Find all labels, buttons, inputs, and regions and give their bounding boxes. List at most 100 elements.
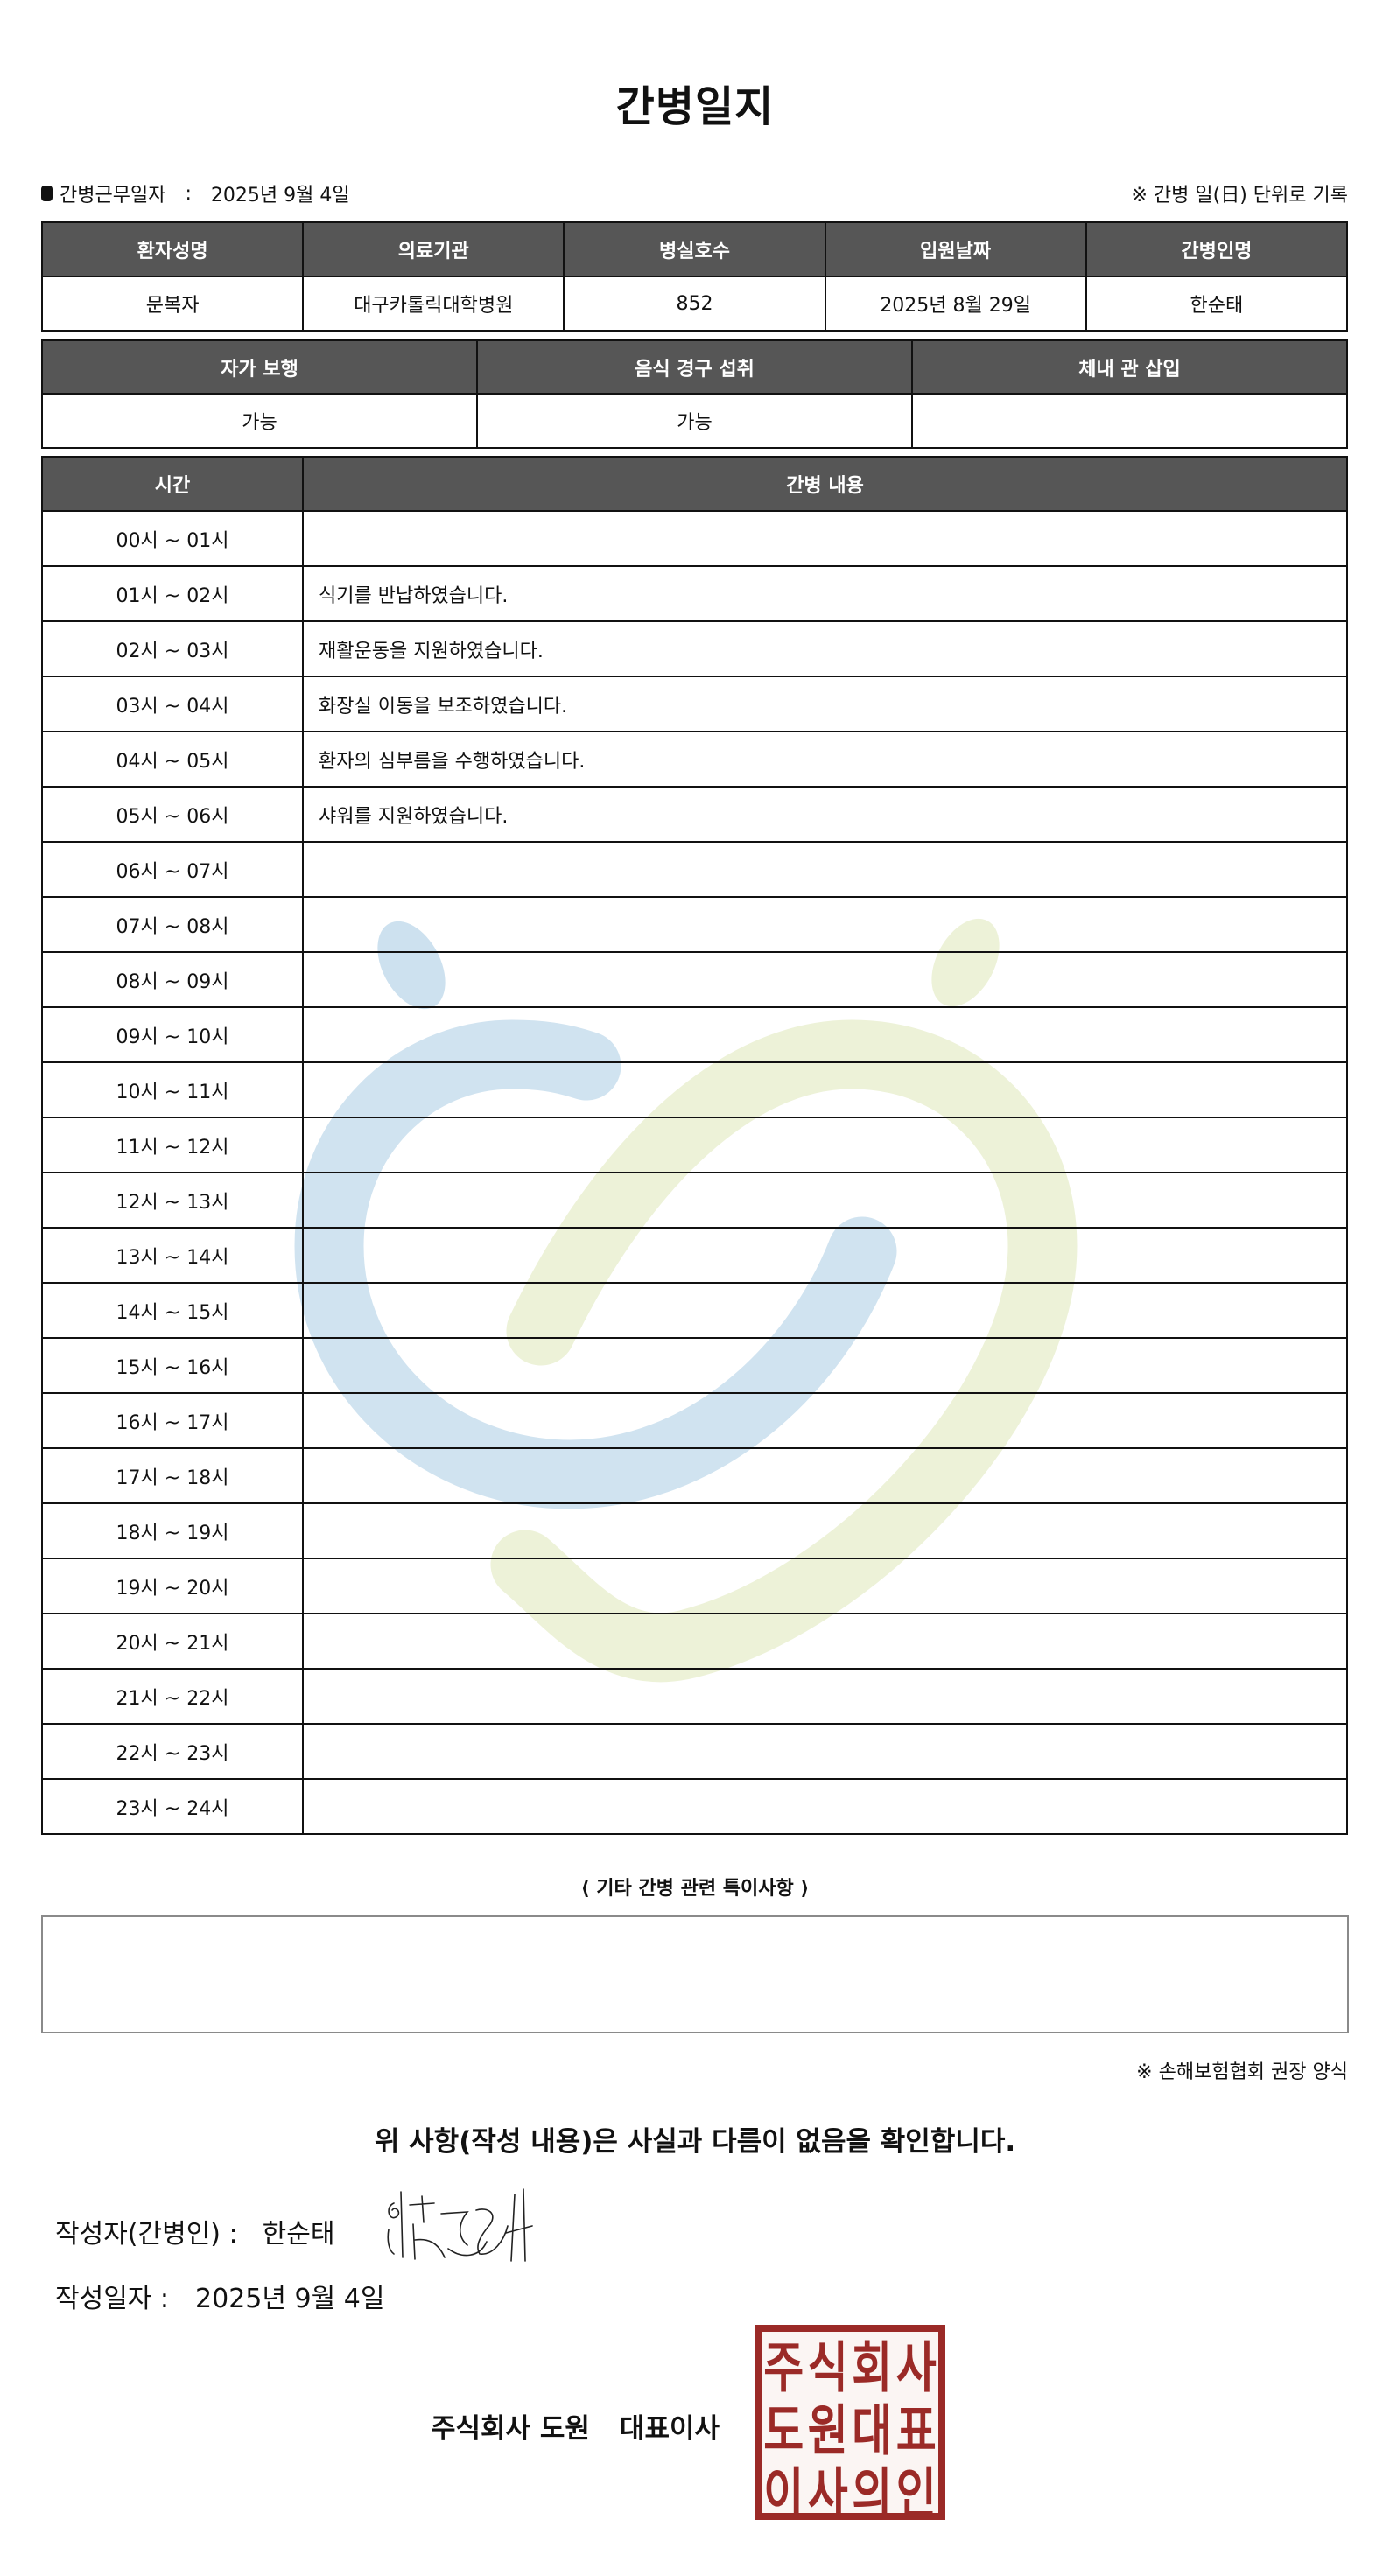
special-notes-label: ⟨ 기타 간병 관련 특이사항 ⟩ — [580, 1878, 810, 1900]
care-content — [302, 1613, 1348, 1670]
time-slot: 17시 ~ 18시 — [41, 1447, 304, 1504]
seal-char: 사 — [807, 2461, 848, 2526]
header-caregiver-name: 간병인명 — [1085, 221, 1349, 277]
time-slot: 13시 ~ 14시 — [41, 1227, 304, 1284]
oral-intake: 가능 — [476, 393, 913, 449]
bullet-icon — [41, 186, 53, 201]
care-content — [302, 1337, 1348, 1394]
log-row: 05시 ~ 06시 샤워를 지원하였습니다. — [41, 786, 1348, 843]
care-content — [302, 1227, 1348, 1284]
time-slot: 05시 ~ 06시 — [41, 786, 304, 843]
special-notes-box — [41, 1915, 1349, 2034]
work-date-line: 간병근무일자 : 2025년 9월 4일 — [41, 179, 350, 207]
care-content — [302, 1282, 1348, 1339]
record-unit-note: ※ 간병 일(日) 단위로 기록 — [1131, 185, 1349, 206]
log-row: 00시 ~ 01시 — [41, 510, 1348, 567]
header-admission-date: 입원날짜 — [824, 221, 1087, 277]
care-content — [302, 951, 1348, 1008]
time-slot: 06시 ~ 07시 — [41, 841, 304, 898]
written-date-label: 작성일자 : — [55, 2284, 170, 2314]
log-row: 13시 ~ 14시 — [41, 1227, 1348, 1284]
time-slot: 07시 ~ 08시 — [41, 896, 304, 953]
seal-char: 인 — [895, 2461, 937, 2526]
page-title: 간병일지 — [615, 82, 775, 131]
time-slot: 01시 ~ 02시 — [41, 565, 304, 622]
header-room-number: 병실호수 — [563, 221, 826, 277]
care-content — [302, 1668, 1348, 1725]
patient-name: 문복자 — [40, 276, 305, 332]
log-row: 12시 ~ 13시 — [41, 1172, 1348, 1228]
room-number: 852 — [563, 276, 826, 332]
separator: : — [185, 182, 192, 205]
log-row: 20시 ~ 21시 — [41, 1613, 1348, 1670]
log-row: 23시 ~ 24시 — [41, 1778, 1348, 1835]
log-row: 16시 ~ 17시 — [41, 1392, 1348, 1449]
written-date-line: 작성일자 : 2025년 9월 4일 — [55, 2277, 384, 2315]
seal-char: 사 — [895, 2335, 937, 2400]
care-content — [302, 1558, 1348, 1614]
care-content — [302, 1116, 1348, 1173]
patient-status-table: 자가 보행 음식 경구 섭취 체내 관 삽입 가능 가능 — [41, 340, 1348, 449]
work-date-value: 2025년 9월 4일 — [210, 185, 350, 206]
log-row: 21시 ~ 22시 — [41, 1668, 1348, 1725]
care-content — [302, 1061, 1348, 1118]
time-slot: 09시 ~ 10시 — [41, 1006, 304, 1063]
time-slot: 02시 ~ 03시 — [41, 620, 304, 677]
company-signature-line: 주식회사 도원 대표이사 — [431, 2406, 720, 2446]
company-seal: 주 식 회 사 도 원 대 표 이 사 의 인 — [755, 2325, 945, 2525]
log-row: 22시 ~ 23시 — [41, 1723, 1348, 1780]
care-log-table: 시간 간병 내용 00시 ~ 01시 01시 ~ 02시 식기를 반납하였습니다. 0… — [41, 456, 1348, 1835]
log-row: 09시 ~ 10시 — [41, 1006, 1348, 1063]
log-row: 08시 ~ 09시 — [41, 951, 1348, 1008]
header-self-walking: 자가 보행 — [41, 340, 478, 395]
time-slot: 23시 ~ 24시 — [41, 1778, 304, 1835]
header-time: 시간 — [41, 456, 304, 512]
writer-line: 작성자(간병인) : 한순태 — [55, 2212, 334, 2250]
care-content — [302, 1723, 1348, 1780]
writer-label: 작성자(간병인) : — [55, 2219, 238, 2250]
time-slot: 11시 ~ 12시 — [41, 1116, 304, 1173]
time-slot: 12시 ~ 13시 — [41, 1172, 304, 1228]
seal-char: 대 — [852, 2398, 893, 2463]
care-content: 재활운동을 지원하였습니다. — [302, 620, 1348, 677]
seal-char: 주 — [763, 2335, 804, 2400]
time-slot: 14시 ~ 15시 — [41, 1282, 304, 1339]
care-content: 식기를 반납하였습니다. — [302, 565, 1348, 622]
header-oral-intake: 음식 경구 섭취 — [476, 340, 913, 395]
admission-date: 2025년 8월 29일 — [824, 276, 1087, 332]
self-walking: 가능 — [41, 393, 478, 449]
time-slot: 10시 ~ 11시 — [41, 1061, 304, 1118]
time-slot: 15시 ~ 16시 — [41, 1337, 304, 1394]
seal-char: 회 — [852, 2335, 893, 2400]
confirmation-statement: 위 사항(작성 내용)은 사실과 다름이 없음을 확인합니다. — [374, 2126, 1016, 2158]
care-content — [302, 510, 1348, 567]
time-slot: 19시 ~ 20시 — [41, 1558, 304, 1614]
seal-char: 의 — [852, 2461, 893, 2526]
header-care-content: 간병 내용 — [302, 456, 1348, 512]
care-content — [302, 1502, 1348, 1559]
time-slot: 08시 ~ 09시 — [41, 951, 304, 1008]
writer-name: 한순태 — [262, 2219, 335, 2250]
seal-char: 표 — [895, 2398, 937, 2463]
log-row: 01시 ~ 02시 식기를 반납하였습니다. — [41, 565, 1348, 622]
time-slot: 03시 ~ 04시 — [41, 676, 304, 732]
care-content — [302, 1006, 1348, 1063]
log-row: 06시 ~ 07시 — [41, 841, 1348, 898]
time-slot: 21시 ~ 22시 — [41, 1668, 304, 1725]
company-name: 주식회사 도원 — [431, 2413, 590, 2445]
patient-info-table: 환자성명 의료기관 병실호수 입원날짜 간병인명 문복자 대구카톨릭대학병원 8… — [40, 221, 1349, 332]
seal-char: 도 — [763, 2398, 804, 2463]
seal-char: 식 — [807, 2335, 848, 2400]
seal-characters: 주 식 회 사 도 원 대 표 이 사 의 인 — [762, 2332, 938, 2525]
care-content — [302, 1778, 1348, 1835]
header-tube-insertion: 체내 관 삽입 — [911, 340, 1348, 395]
log-row: 14시 ~ 15시 — [41, 1282, 1348, 1339]
seal-char: 이 — [763, 2461, 804, 2526]
log-row: 10시 ~ 11시 — [41, 1061, 1348, 1118]
log-row: 04시 ~ 05시 환자의 심부름을 수행하였습니다. — [41, 731, 1348, 788]
log-row: 15시 ~ 16시 — [41, 1337, 1348, 1394]
written-date-value: 2025년 9월 4일 — [195, 2284, 385, 2314]
care-content: 환자의 심부름을 수행하였습니다. — [302, 731, 1348, 788]
tube-insertion — [911, 393, 1348, 449]
log-row: 03시 ~ 04시 화장실 이동을 보조하였습니다. — [41, 676, 1348, 732]
